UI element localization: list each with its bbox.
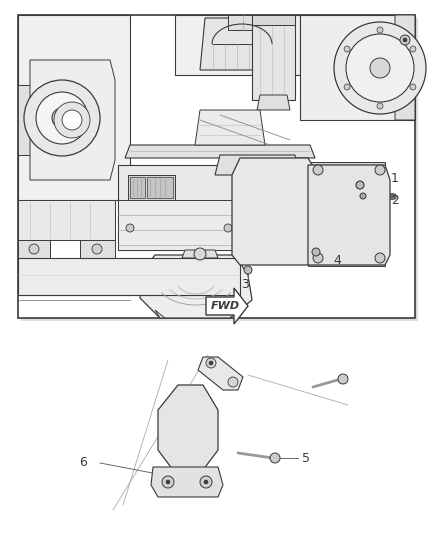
- Circle shape: [410, 46, 416, 52]
- Circle shape: [204, 480, 208, 484]
- Text: FWD: FWD: [210, 301, 240, 311]
- Polygon shape: [232, 158, 318, 265]
- Circle shape: [126, 224, 134, 232]
- Polygon shape: [147, 177, 173, 198]
- Circle shape: [206, 358, 216, 368]
- Circle shape: [194, 248, 206, 260]
- Polygon shape: [252, 15, 295, 100]
- Text: 5: 5: [302, 451, 310, 464]
- Polygon shape: [182, 250, 218, 258]
- Polygon shape: [200, 18, 285, 70]
- Polygon shape: [155, 310, 165, 318]
- Text: 4: 4: [333, 254, 341, 266]
- Polygon shape: [118, 200, 240, 250]
- Circle shape: [62, 110, 82, 130]
- Circle shape: [346, 34, 414, 102]
- Polygon shape: [30, 60, 115, 180]
- Circle shape: [244, 266, 252, 274]
- Polygon shape: [18, 240, 50, 258]
- Polygon shape: [215, 155, 300, 175]
- Circle shape: [360, 193, 366, 199]
- Polygon shape: [308, 165, 390, 265]
- Polygon shape: [228, 15, 258, 30]
- Circle shape: [344, 84, 350, 90]
- Circle shape: [370, 58, 390, 78]
- Polygon shape: [252, 15, 295, 25]
- Polygon shape: [151, 467, 223, 497]
- Bar: [21, 18, 418, 321]
- Circle shape: [403, 38, 407, 42]
- Text: 3: 3: [241, 278, 249, 290]
- Polygon shape: [198, 357, 243, 390]
- Circle shape: [270, 453, 280, 463]
- Text: 6: 6: [79, 456, 87, 470]
- Circle shape: [375, 253, 385, 263]
- Circle shape: [24, 80, 100, 156]
- Circle shape: [375, 165, 385, 175]
- Circle shape: [334, 22, 426, 114]
- Polygon shape: [175, 15, 300, 75]
- Circle shape: [410, 84, 416, 90]
- Circle shape: [52, 108, 72, 128]
- Circle shape: [228, 377, 238, 387]
- Circle shape: [54, 102, 90, 138]
- Circle shape: [209, 361, 213, 365]
- Circle shape: [166, 480, 170, 484]
- Circle shape: [356, 181, 364, 189]
- Circle shape: [59, 115, 65, 121]
- Polygon shape: [18, 15, 130, 200]
- Circle shape: [162, 476, 174, 488]
- Polygon shape: [130, 177, 145, 198]
- Circle shape: [312, 248, 320, 256]
- Polygon shape: [395, 15, 415, 120]
- Circle shape: [400, 35, 410, 45]
- Polygon shape: [118, 165, 240, 250]
- Circle shape: [224, 224, 232, 232]
- Circle shape: [92, 244, 102, 254]
- Circle shape: [36, 92, 88, 144]
- Polygon shape: [80, 240, 115, 258]
- Circle shape: [377, 103, 383, 109]
- Text: 2: 2: [391, 193, 399, 206]
- Polygon shape: [300, 15, 415, 120]
- Circle shape: [200, 476, 212, 488]
- Polygon shape: [257, 95, 290, 110]
- Polygon shape: [18, 258, 240, 295]
- Polygon shape: [125, 145, 315, 158]
- Polygon shape: [18, 85, 30, 155]
- Polygon shape: [308, 258, 385, 266]
- Circle shape: [313, 165, 323, 175]
- Polygon shape: [195, 110, 265, 145]
- Circle shape: [29, 244, 39, 254]
- Polygon shape: [158, 385, 218, 470]
- Circle shape: [338, 374, 348, 384]
- Circle shape: [313, 253, 323, 263]
- Polygon shape: [140, 255, 252, 318]
- Polygon shape: [18, 200, 115, 240]
- Circle shape: [377, 27, 383, 33]
- Polygon shape: [308, 162, 385, 170]
- Polygon shape: [206, 288, 248, 324]
- Circle shape: [344, 46, 350, 52]
- Bar: [18, 15, 415, 318]
- Text: 1: 1: [391, 172, 399, 184]
- Polygon shape: [128, 175, 175, 200]
